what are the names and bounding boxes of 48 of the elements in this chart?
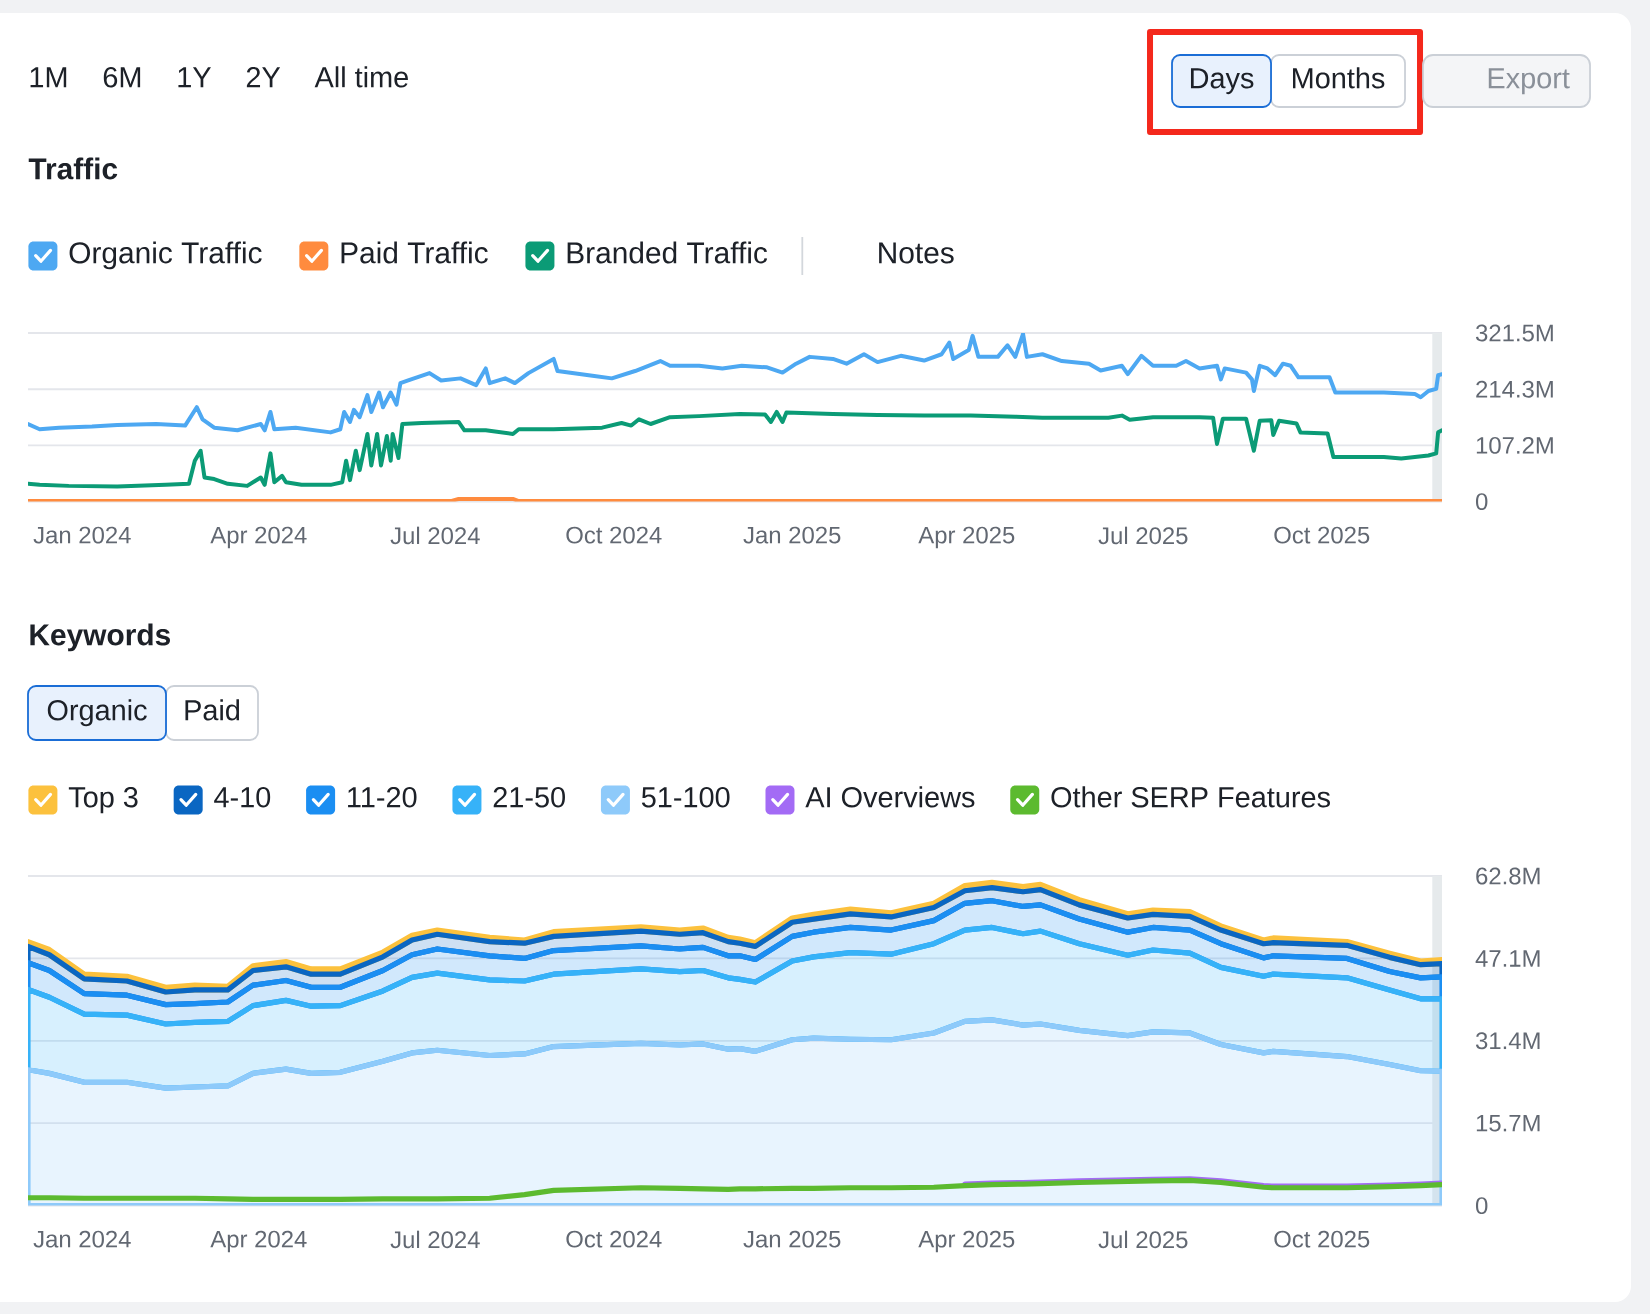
legend-label: 11-20 (348, 787, 417, 808)
text: Export (1488, 68, 1570, 95)
y-tick-label: 0 (1475, 1197, 1488, 1215)
x-tick-label: Oct 2025 (1274, 1230, 1370, 1248)
text: Notes (879, 242, 954, 264)
x-tick-label: Jan 2024 (33, 1230, 131, 1248)
text: 1Y (178, 67, 211, 88)
y-tick-label: 47.1M (1475, 950, 1540, 967)
text: Paid (185, 699, 240, 721)
legend-label: 51-100 (641, 787, 730, 808)
legend-label: Top 3 (68, 787, 138, 814)
text: 1M (30, 67, 67, 88)
text: Months (1293, 67, 1385, 89)
legend-label: Other SERP Features (1051, 786, 1330, 808)
legend-label: Organic Traffic (69, 241, 262, 270)
chart-title: Traffic (28, 157, 118, 180)
x-tick-label: Apr 2025 (918, 526, 1015, 549)
y-tick-label: 31.4M (1475, 1032, 1540, 1050)
x-tick-label: Oct 2024 (566, 526, 662, 544)
legend-label: 21-50 (493, 787, 565, 808)
text: 6M (103, 66, 141, 88)
y-tick-label: 0 (1475, 493, 1488, 511)
y-tick-label: 107.2M (1476, 436, 1553, 454)
x-tick-label: Apr 2025 (918, 1230, 1015, 1253)
x-tick-label: Jan 2025 (743, 1230, 841, 1248)
y-tick-label: 62.8M (1476, 867, 1540, 885)
legend-label: AI Overviews (805, 786, 975, 808)
chart-title: Keywords (30, 623, 170, 652)
legend-label: 4-10 (214, 787, 271, 808)
legend-label: Branded Traffic (567, 241, 768, 264)
y-tick-label: 214.3M (1476, 380, 1553, 398)
text: All time (314, 66, 408, 88)
x-tick-label: Apr 2024 (210, 526, 307, 549)
x-tick-label: Oct 2025 (1274, 526, 1370, 544)
legend-label: Paid Traffic (341, 241, 488, 264)
x-tick-label: Jul 2025 (1098, 1230, 1188, 1249)
y-tick-label: 15.7M (1476, 1114, 1540, 1132)
x-tick-label: Jul 2024 (390, 1230, 480, 1249)
x-tick-label: Apr 2024 (210, 1230, 307, 1253)
y-tick-label: 321.5M (1475, 324, 1553, 342)
x-tick-label: Jul 2025 (1098, 526, 1188, 545)
x-tick-label: Jul 2024 (390, 526, 480, 545)
x-tick-label: Oct 2024 (566, 1230, 662, 1248)
text: Days (1190, 68, 1254, 95)
text: Organic (47, 699, 147, 727)
text: 2Y (246, 66, 281, 88)
x-tick-label: Jan 2024 (33, 526, 131, 544)
x-tick-label: Jan 2025 (743, 526, 841, 544)
